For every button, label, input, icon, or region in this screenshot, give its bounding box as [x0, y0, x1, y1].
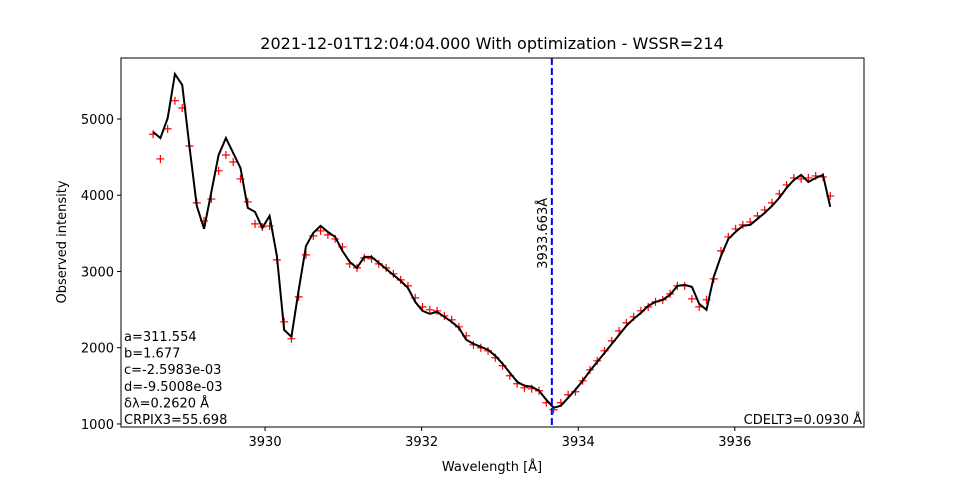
fit-parameter: CRPIX3=55.698	[124, 413, 227, 428]
x-tick-label: 3930	[249, 435, 282, 450]
data-point	[221, 150, 230, 159]
y-axis-label: Observed intensity	[55, 180, 70, 303]
reference-label: 3933.663Å	[535, 198, 551, 269]
fit-parameter: c=-2.5983e-03	[124, 363, 221, 378]
y-tick-label: 4000	[81, 189, 114, 204]
x-tick-label: 3934	[562, 435, 595, 450]
y-tick-label: 3000	[81, 265, 114, 280]
plot-frame	[120, 57, 865, 428]
y-tick-label: 5000	[81, 113, 114, 128]
chart-title: 2021-12-01T12:04:04.000 With optimizatio…	[260, 34, 723, 53]
fit-parameter: a=311.554	[124, 330, 197, 345]
data-point	[433, 306, 442, 315]
x-tick-label: 3936	[718, 435, 751, 450]
data-point	[229, 157, 238, 166]
fit-parameter: d=-9.5008e-03	[124, 380, 223, 395]
data-point	[170, 96, 179, 105]
data-point	[251, 219, 260, 228]
data-point	[302, 250, 311, 259]
x-axis-label: Wavelength [Å]	[442, 459, 542, 475]
data-point	[687, 294, 696, 303]
data-point	[156, 154, 165, 163]
fit-parameter: δλ=0.2620 Å	[124, 395, 209, 411]
fit-parameter: CDELT3=0.0930 Å	[744, 412, 862, 428]
fit-line	[152, 71, 832, 409]
x-tick-label: 3932	[405, 435, 438, 450]
fit-parameter: b=1.677	[124, 347, 180, 362]
y-tick-label: 1000	[81, 418, 114, 433]
data-point	[425, 305, 434, 314]
data-point	[163, 124, 172, 133]
y-tick-label: 2000	[81, 342, 114, 357]
data-point	[316, 226, 325, 235]
